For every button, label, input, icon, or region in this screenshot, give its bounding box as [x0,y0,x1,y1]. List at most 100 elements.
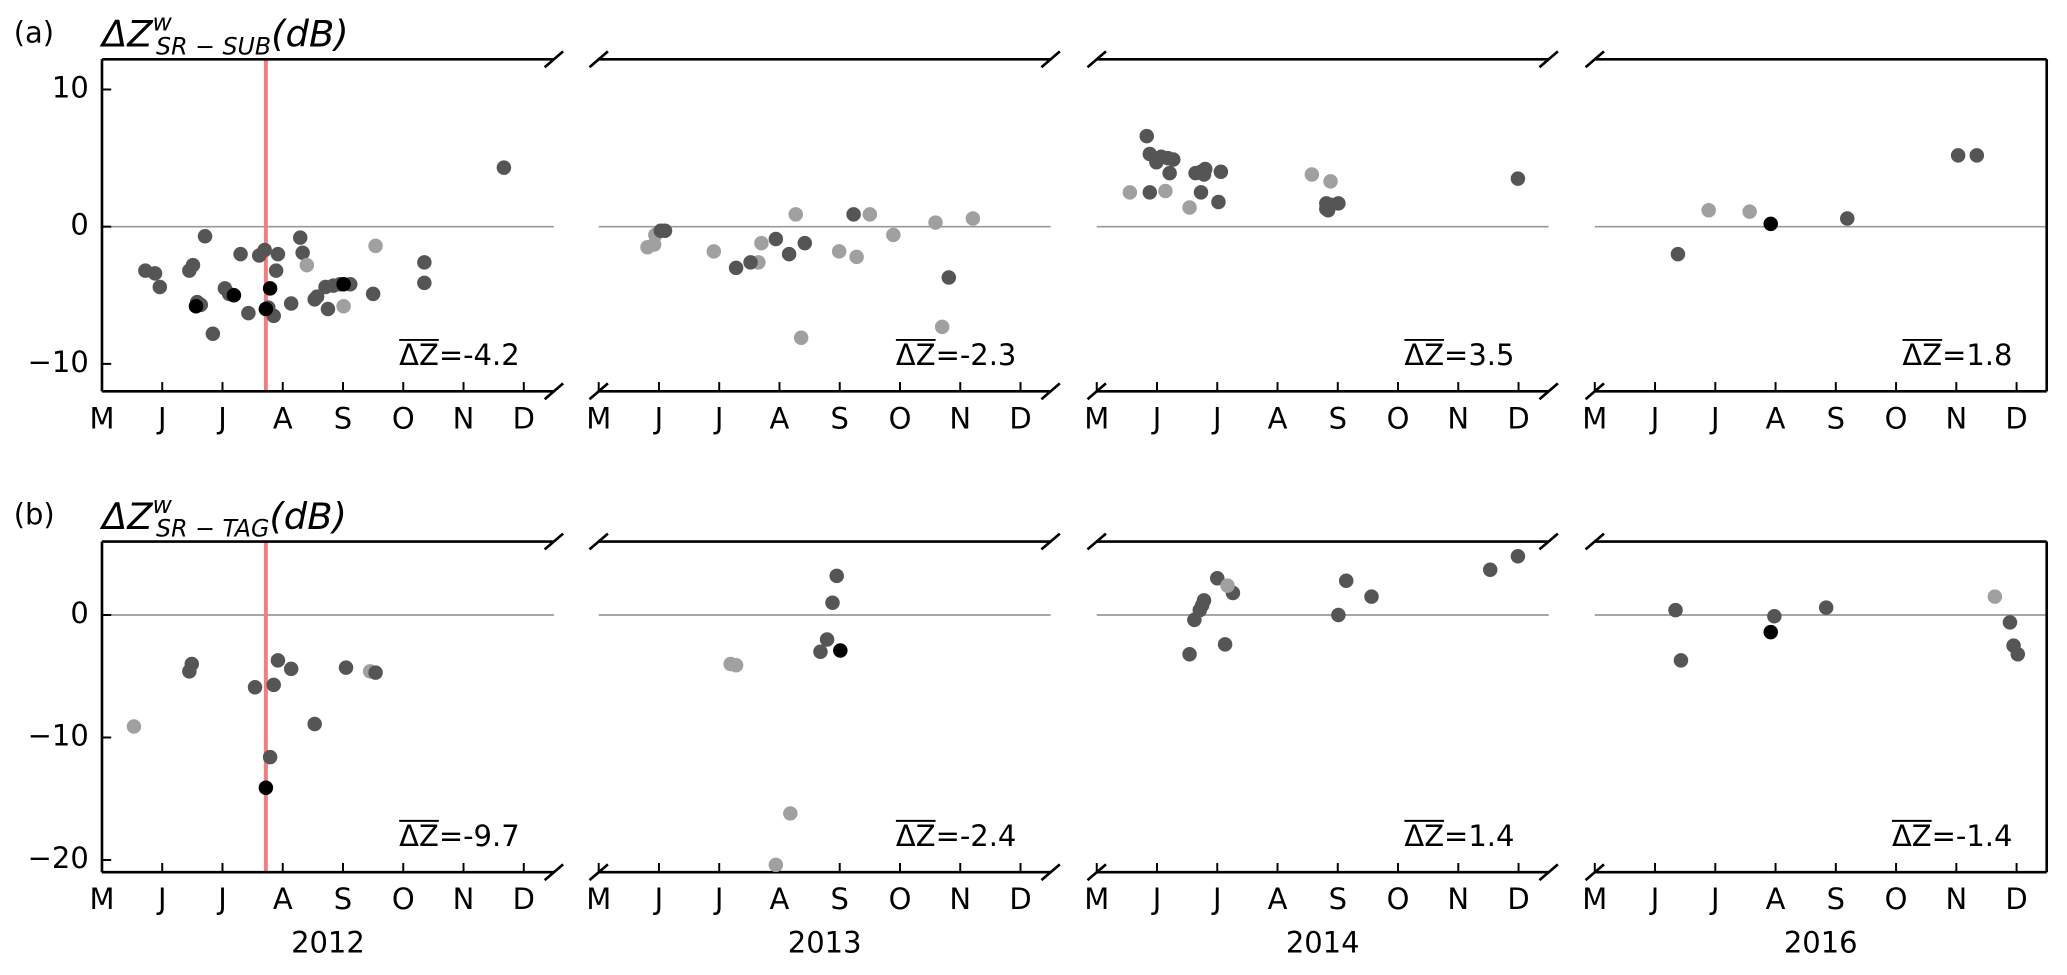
point [496,160,512,175]
point [862,207,878,222]
x-tick-label: N [1447,401,1469,435]
point [320,301,336,317]
label-sub: SR − TAG [156,514,269,542]
axis-break [1040,382,1061,401]
x-tick-label: J [1709,401,1720,435]
axis-break [543,863,564,882]
x-tick-label: M [89,401,114,435]
x-tick-label: J [1151,401,1162,435]
x-tick-label: J [653,882,664,916]
x-tick-label: M [1084,401,1109,435]
x-tick-label: J [1709,882,1720,916]
point [262,281,278,296]
panel-label: (a) [14,15,54,49]
point [1220,578,1235,593]
point [417,255,432,270]
point [233,246,248,262]
point [309,289,325,304]
x-tick-label: N [1945,401,1967,435]
point [706,244,722,259]
x-tick-label: J [1151,882,1162,916]
point [797,235,813,251]
point [184,656,200,672]
x-tick-label: O [1885,882,1908,916]
point [307,716,322,732]
axis-break [1584,50,1605,69]
point [1364,589,1379,604]
x-tick-label: S [334,401,352,435]
point [849,249,864,265]
x-tick-label: D [1507,882,1529,916]
point [1211,194,1226,210]
point [1139,128,1155,144]
point [781,246,797,262]
point [257,242,272,258]
point [1510,171,1526,186]
label-unit: (dB) [269,494,346,537]
point [1950,148,1966,163]
x-tick-label: D [2005,882,2027,916]
point [813,644,828,660]
x-tick-label: M [1084,882,1109,916]
x-tick-label: J [713,401,724,435]
point [226,288,242,303]
year-label: 2012 [291,926,365,960]
point [299,257,315,273]
point [1217,637,1233,652]
point [1331,607,1346,623]
axis-break [543,532,564,551]
point [1840,211,1855,226]
x-tick-label: M [89,882,114,916]
x-tick-label: D [2005,401,2027,435]
point [1969,148,1985,163]
x-tick-label: J [216,401,227,435]
point [793,330,809,346]
axis-break [588,532,609,551]
label-unit: (dB) [271,12,348,55]
axis-break [1538,532,1559,551]
point [1142,185,1158,200]
point [1304,167,1320,182]
point [1767,608,1782,624]
axis-break [1538,382,1559,401]
x-tick-label: D [513,401,535,435]
point [819,632,835,647]
point [368,665,383,680]
year-label: 2016 [1784,926,1858,960]
point [2002,615,2018,630]
point [365,286,381,302]
point [270,246,286,262]
point [1182,200,1197,215]
point [1122,185,1138,200]
x-tick-label: N [453,882,475,916]
point [743,255,758,270]
point [768,231,784,247]
point [941,270,957,285]
point [965,211,981,226]
x-tick-label: S [1827,882,1845,916]
x-tick-label: J [653,401,664,435]
point [754,235,769,251]
x-tick-label: A [273,882,293,916]
x-tick-label: O [1387,882,1410,916]
point [934,319,950,335]
point [1482,562,1498,577]
x-tick-label: O [889,882,912,916]
point [831,244,847,259]
x-tick-label: O [392,401,415,435]
x-tick-label: S [1827,401,1845,435]
point [657,223,673,239]
y-tick-label: −20 [28,841,89,875]
x-tick-label: N [1945,882,1967,916]
point [1673,653,1689,668]
x-tick-label: M [586,401,611,435]
mean-annotation: ΔZ=1.8 [1902,338,2012,372]
point [1197,161,1213,177]
point [258,301,274,317]
label-base: ΔZ [99,494,153,537]
mean-annotation: ΔZ=-4.2 [399,338,519,372]
point [1162,165,1177,181]
point [1763,624,1778,640]
x-tick-label: D [1507,401,1529,435]
